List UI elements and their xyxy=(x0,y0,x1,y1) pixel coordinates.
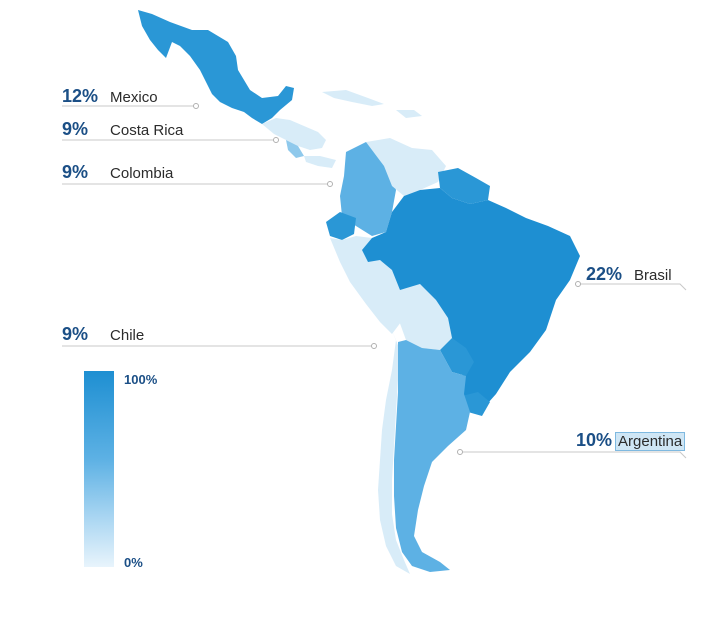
country-panama[interactable] xyxy=(304,156,336,168)
country-chile[interactable] xyxy=(378,326,410,574)
callout-brasil: 22% Brasil xyxy=(586,264,672,285)
country-venezuela[interactable] xyxy=(366,138,446,196)
label-chile: Chile xyxy=(110,327,145,344)
callout-colombia: 9% Colombia xyxy=(62,162,173,183)
leader-dot-colombia xyxy=(327,181,333,187)
country-colombia[interactable] xyxy=(340,142,396,236)
leader-line-brasil xyxy=(578,283,687,291)
legend-max-label: 100% xyxy=(124,372,158,387)
leader-dot-brasil xyxy=(575,281,581,287)
pct-argentina: 10% xyxy=(576,430,613,450)
leader-lines xyxy=(62,105,687,459)
country-guatemala-region[interactable] xyxy=(262,118,326,150)
pct-chile: 9% xyxy=(62,324,89,344)
callout-chile: 9% Chile xyxy=(62,324,144,345)
label-costa-rica: Costa Rica xyxy=(110,122,184,139)
country-hispaniola[interactable] xyxy=(396,110,422,118)
country-ecuador[interactable] xyxy=(326,212,356,240)
country-bolivia[interactable] xyxy=(398,284,452,350)
leader-line-argentina xyxy=(460,451,687,459)
callout-mexico: 12% Mexico xyxy=(62,86,158,107)
leader-dots xyxy=(193,103,581,455)
label-colombia: Colombia xyxy=(110,165,174,182)
pct-mexico: 12% xyxy=(62,86,99,106)
leader-dot-chile xyxy=(371,343,377,349)
country-costa-rica[interactable] xyxy=(286,140,304,158)
label-argentina[interactable]: Argentina xyxy=(615,432,686,451)
country-guyanas[interactable] xyxy=(438,168,490,204)
label-brasil: Brasil xyxy=(634,267,672,284)
country-argentina[interactable] xyxy=(394,340,470,572)
country-mexico[interactable] xyxy=(138,10,294,124)
pct-costa-rica: 9% xyxy=(62,119,89,139)
leader-dot-mexico xyxy=(193,103,199,109)
country-paraguay[interactable] xyxy=(440,338,474,376)
leader-dot-argentina xyxy=(457,449,463,455)
pct-brasil: 22% xyxy=(586,264,623,284)
callout-costa-rica: 9% Costa Rica xyxy=(62,119,183,140)
country-cuba[interactable] xyxy=(322,90,384,106)
callout-argentina: 10% Argentina xyxy=(576,430,686,451)
pct-colombia: 9% xyxy=(62,162,89,182)
legend-min-label: 0% xyxy=(124,555,143,570)
label-mexico: Mexico xyxy=(110,89,158,106)
leader-dot-costa-rica xyxy=(273,137,279,143)
country-brasil[interactable] xyxy=(362,188,580,412)
color-scale-bar xyxy=(84,371,114,567)
